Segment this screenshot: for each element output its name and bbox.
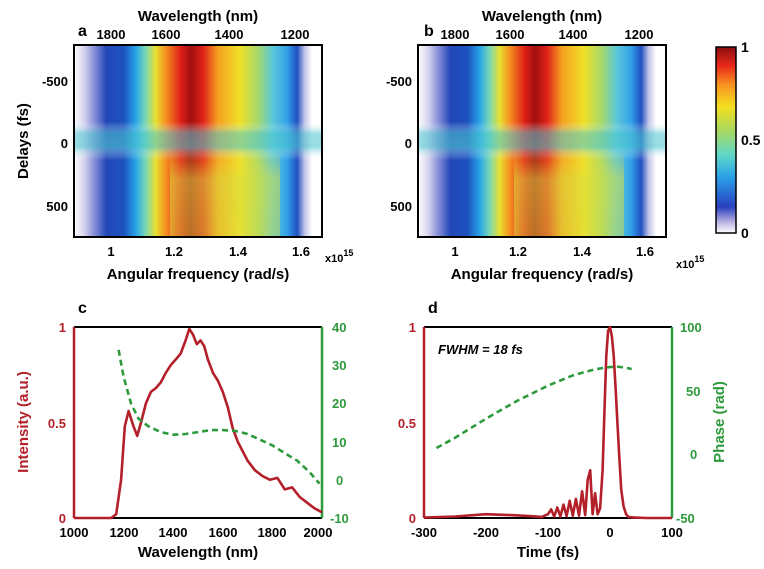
bottom-tick-b-1: 1.2 (509, 244, 527, 259)
c-left-tick-0: 1 (59, 320, 66, 335)
top-axis-label-b: Wavelength (nm) (482, 8, 602, 25)
panel-letter-d: d (428, 300, 438, 317)
d-left-tick-1: 0.5 (398, 416, 416, 431)
frame-b (417, 44, 667, 238)
bottom-tick-b-2: 1.4 (573, 244, 592, 259)
left-tick-b-2: 500 (390, 199, 412, 214)
panel-letter-c: c (78, 300, 87, 317)
c-y-left-label: Intensity (a.u.) (15, 371, 32, 473)
bottom-tick-a-0: 1 (107, 244, 114, 259)
d-phase-line (435, 365, 632, 450)
exponent-b: x1015 (676, 254, 704, 271)
left-tick-b-0: -500 (386, 74, 412, 89)
d-right-tick-0: 100 (680, 320, 702, 335)
panel-letter-b: b (424, 23, 434, 40)
d-x-tick-2: -100 (535, 525, 561, 540)
panel-b: b Wavelength (nm) 1800 1600 1400 1200 -5… (386, 8, 704, 283)
colorbar: 1 0.5 0 (715, 39, 761, 241)
bottom-tick-a-1: 1.2 (165, 244, 183, 259)
top-tick-a-3: 1200 (281, 27, 310, 42)
c-x-tick-0: 1000 (60, 525, 89, 540)
c-left-tick-2: 0 (59, 511, 66, 526)
left-tick-b-1: 0 (405, 136, 412, 151)
bottom-tick-b-3: 1.6 (636, 244, 654, 259)
d-y-right-label: Phase (rad) (711, 381, 728, 463)
panel-d: d FWHM = 18 fs 1 0.5 0 100 50 0 -50 -300… (398, 300, 728, 561)
d-left-tick-2: 0 (409, 511, 416, 526)
bottom-tick-b-0: 1 (451, 244, 458, 259)
c-phase-line (117, 349, 321, 485)
c-right-tick-4: 0 (336, 473, 343, 488)
d-intensity-line (423, 325, 672, 520)
top-tick-b-1: 1600 (496, 27, 525, 42)
d-x-label: Time (fs) (517, 544, 579, 561)
c-right-tick-0: 40 (332, 320, 346, 335)
left-axis-label-a: Delays (fs) (15, 103, 32, 179)
bottom-axis-label-a: Angular frequency (rad/s) (107, 266, 290, 283)
top-tick-b-0: 1800 (441, 27, 470, 42)
c-right-tick-3: 10 (332, 435, 346, 450)
c-right-tick-2: 20 (332, 396, 346, 411)
d-right-tick-3: -50 (676, 511, 695, 526)
c-x-tick-5: 2000 (304, 525, 333, 540)
top-tick-a-0: 1800 (97, 27, 126, 42)
colorbar-gradient (715, 46, 737, 234)
panel-letter-a: a (78, 23, 87, 40)
top-tick-b-3: 1200 (625, 27, 654, 42)
bottom-tick-a-3: 1.6 (292, 244, 310, 259)
left-tick-a-1: 0 (61, 136, 68, 151)
c-left-tick-1: 0.5 (48, 416, 66, 431)
bottom-tick-a-2: 1.4 (229, 244, 248, 259)
left-tick-a-0: -500 (42, 74, 68, 89)
colorbar-tick-2: 0 (741, 225, 749, 241)
c-right-tick-5: -10 (330, 511, 349, 526)
d-right-tick-2: 0 (690, 447, 697, 462)
bottom-axis-label-b: Angular frequency (rad/s) (451, 266, 634, 283)
d-x-tick-3: 0 (606, 525, 613, 540)
c-intensity-line (74, 327, 323, 520)
d-x-tick-0: -300 (411, 525, 437, 540)
top-axis-label-a: Wavelength (nm) (138, 8, 258, 25)
d-annotation: FWHM = 18 fs (438, 342, 523, 357)
top-tick-b-2: 1400 (559, 27, 588, 42)
c-x-tick-3: 1600 (209, 525, 238, 540)
c-x-tick-2: 1400 (159, 525, 188, 540)
c-x-label: Wavelength (nm) (138, 544, 258, 561)
d-x-tick-4: 100 (661, 525, 683, 540)
colorbar-tick-0: 1 (741, 39, 749, 55)
c-right-tick-1: 30 (332, 358, 346, 373)
frame-a (73, 44, 323, 238)
heatmap-a-lower (170, 45, 280, 237)
left-tick-a-2: 500 (46, 199, 68, 214)
d-left-tick-0: 1 (409, 320, 416, 335)
c-x-tick-4: 1800 (258, 525, 287, 540)
top-tick-a-1: 1600 (152, 27, 181, 42)
c-x-tick-1: 1200 (110, 525, 139, 540)
panel-a: a Wavelength (nm) 1800 1600 1400 1200 -5… (15, 8, 353, 283)
colorbar-tick-1: 0.5 (741, 132, 761, 148)
d-right-tick-1: 50 (686, 384, 700, 399)
top-tick-a-2: 1400 (215, 27, 244, 42)
panel-c: c 1 0.5 0 40 30 20 10 0 -10 1000 1200 14… (15, 300, 349, 561)
exponent-a: x1015 (325, 248, 353, 265)
d-x-tick-1: -200 (473, 525, 499, 540)
heatmap-b-lower (514, 45, 624, 237)
